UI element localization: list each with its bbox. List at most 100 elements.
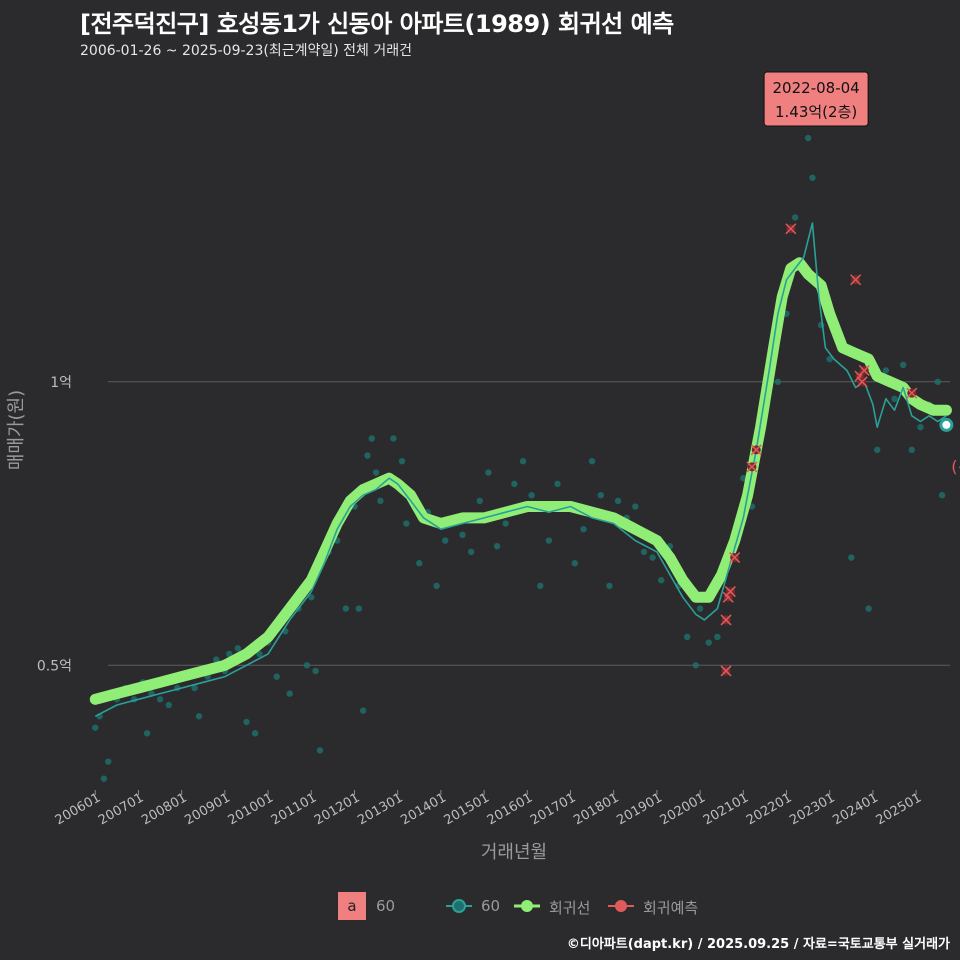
legend: a 60 60 회귀선 회귀예측 <box>0 890 960 922</box>
transaction-point <box>882 367 890 374</box>
x-tick-label: 202201 <box>744 790 794 828</box>
transaction-point <box>403 520 410 527</box>
transaction-point <box>191 684 198 692</box>
transaction-point <box>580 526 587 533</box>
transaction-point <box>442 537 449 544</box>
forecast-marker <box>720 614 732 626</box>
transaction-point <box>865 605 872 612</box>
max-price-value: 1.43억(2층) <box>775 103 857 121</box>
transaction-point <box>588 457 596 465</box>
series-60-line <box>94 222 947 718</box>
x-tick-label: 200601 <box>53 790 103 828</box>
x-axis-label: 거래년월 <box>481 842 547 863</box>
transaction-point <box>273 673 280 680</box>
forecast-marker <box>720 665 732 677</box>
transaction-point <box>571 560 579 567</box>
regression-line <box>89 257 952 705</box>
transaction-point <box>714 633 721 641</box>
x-tick-label: 201401 <box>398 790 448 828</box>
transaction-point <box>342 605 350 612</box>
transaction-point <box>485 469 492 476</box>
transaction-point <box>165 701 172 709</box>
forecast-marker <box>750 444 762 456</box>
x-tick-label: 201501 <box>442 790 492 828</box>
forecast-marker <box>729 552 741 564</box>
transaction-point <box>632 503 639 510</box>
x-tick-label: 201301 <box>355 790 405 828</box>
chart-plot: 0.5억 1억 2006012007012008012009012010012011… <box>6 71 960 863</box>
forecast-marker <box>858 364 870 377</box>
transaction-point <box>243 718 250 726</box>
transaction-point <box>372 469 380 476</box>
transaction-point <box>658 577 665 584</box>
transaction-point <box>908 446 915 454</box>
transaction-point <box>606 582 613 590</box>
forecast-marker <box>850 274 862 286</box>
x-tick-label: 202501 <box>874 790 924 828</box>
transaction-point <box>791 214 799 221</box>
transaction-point <box>511 480 518 488</box>
transaction-point <box>364 452 371 459</box>
legend-label-key-text: 60 <box>376 897 396 915</box>
transaction-point <box>143 730 151 737</box>
transaction-point <box>696 605 704 612</box>
x-tick-label: 201801 <box>571 790 621 828</box>
transaction-point <box>359 707 367 714</box>
chart-title: [전주덕진구] 호성동1가 신동아 아파트(1989) 회귀선 예측 <box>80 10 674 38</box>
y-tick-label: 1억 <box>50 375 72 391</box>
y-axis-label: 매매가(원) <box>6 390 27 470</box>
transaction-point <box>917 423 924 431</box>
transaction-point <box>92 724 99 731</box>
transaction-point <box>433 582 440 590</box>
x-tick-label: 200701 <box>96 790 146 828</box>
x-tick-label: 201901 <box>614 790 664 828</box>
transaction-point <box>683 633 691 641</box>
legend-60-text: 60 <box>481 897 501 915</box>
transaction-point <box>899 361 907 369</box>
transaction-point <box>493 543 501 550</box>
transaction-point <box>390 435 397 442</box>
transaction-point <box>649 554 656 561</box>
transaction-point <box>809 174 816 181</box>
transaction-point <box>213 656 220 663</box>
transaction-point <box>640 548 648 556</box>
transaction-point <box>234 645 242 652</box>
x-tick-label: 200801 <box>139 790 189 828</box>
x-tick-label: 201201 <box>312 790 362 828</box>
transaction-point <box>848 554 855 561</box>
transaction-point <box>286 690 293 697</box>
latest-price-area: (~60㎡) <box>951 457 960 476</box>
max-price-date: 2022-08-04 <box>773 79 860 97</box>
max-price-annotation-box <box>763 71 869 127</box>
transaction-point <box>377 497 384 505</box>
chart-subtitle: 2006-01-26 ~ 2025-09-23(최근계약일) 전체 거래건 <box>80 43 412 59</box>
legend-regression-text: 회귀선 <box>549 899 591 917</box>
transaction-point <box>156 696 164 703</box>
forecast-marker <box>746 461 758 473</box>
transaction-point <box>303 662 311 669</box>
transaction-point <box>874 446 881 454</box>
transaction-point <box>459 531 466 539</box>
latest-price-marker <box>939 417 954 432</box>
transaction-point <box>554 480 561 488</box>
x-tick-label: 201601 <box>485 790 535 828</box>
transaction-point <box>740 474 747 482</box>
transaction-point <box>308 594 315 601</box>
transaction-point <box>804 134 812 142</box>
forecast-marker <box>724 586 736 598</box>
x-tick-label: 201001 <box>226 790 276 828</box>
legend-60-icon <box>446 899 472 913</box>
transaction-point <box>256 650 263 658</box>
transaction-point <box>312 667 319 675</box>
x-tick-label: 201101 <box>269 790 319 828</box>
legend-label-key: a <box>338 892 366 920</box>
transaction-point <box>774 378 782 386</box>
transaction-point <box>467 548 475 556</box>
transaction-point <box>519 457 527 465</box>
transaction-point <box>355 605 363 612</box>
x-tick-label: 202001 <box>658 790 708 828</box>
transaction-point <box>826 355 833 363</box>
transaction-point <box>476 497 483 505</box>
transaction-point <box>368 435 375 442</box>
x-tick-label: 200901 <box>182 790 232 828</box>
